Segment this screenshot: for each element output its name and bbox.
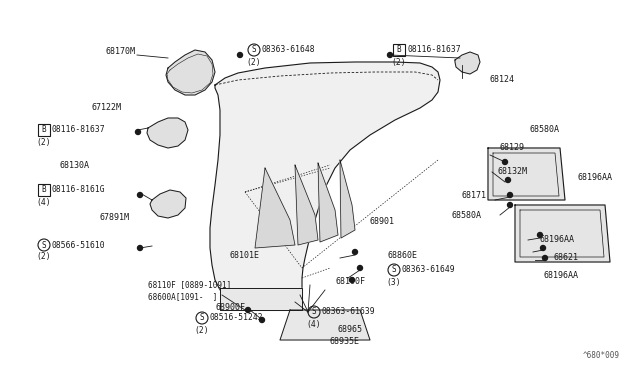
Polygon shape [318, 163, 338, 242]
Circle shape [358, 266, 362, 270]
Circle shape [538, 232, 543, 237]
Polygon shape [166, 50, 215, 95]
Text: S: S [392, 266, 396, 275]
Polygon shape [515, 205, 610, 262]
Circle shape [508, 202, 513, 208]
Polygon shape [340, 160, 355, 238]
Text: (2): (2) [36, 138, 51, 147]
Text: 68171: 68171 [462, 190, 487, 199]
Polygon shape [147, 118, 188, 148]
Circle shape [349, 278, 355, 282]
Text: (2): (2) [392, 58, 406, 67]
Text: S: S [252, 45, 256, 55]
Polygon shape [210, 62, 440, 290]
Text: 68965: 68965 [338, 326, 363, 334]
Text: ^680*009: ^680*009 [583, 351, 620, 360]
Text: (4): (4) [307, 320, 321, 328]
Text: 68132M: 68132M [498, 167, 528, 176]
Text: 08363-61639: 08363-61639 [322, 308, 376, 317]
Text: S: S [42, 241, 46, 250]
Text: 68580A: 68580A [530, 125, 560, 135]
Text: 67122M: 67122M [92, 103, 122, 112]
Polygon shape [455, 52, 480, 74]
Text: (2): (2) [246, 58, 261, 67]
Polygon shape [280, 310, 370, 340]
Text: 68100F: 68100F [335, 278, 365, 286]
Text: B: B [42, 125, 46, 135]
Text: 68935E: 68935E [330, 337, 360, 346]
Circle shape [138, 192, 143, 198]
Text: 68860E: 68860E [388, 250, 418, 260]
Text: 68196AA: 68196AA [577, 173, 612, 183]
Circle shape [502, 160, 508, 164]
Circle shape [138, 246, 143, 250]
Text: 08116-81637: 08116-81637 [52, 125, 106, 135]
Polygon shape [150, 190, 186, 218]
Text: 68621: 68621 [553, 253, 578, 263]
Circle shape [508, 192, 513, 198]
Circle shape [353, 250, 358, 254]
Text: 68129: 68129 [500, 144, 525, 153]
Text: 68170M: 68170M [105, 48, 135, 57]
Text: 68900F: 68900F [215, 304, 245, 312]
Text: 08363-61648: 08363-61648 [262, 45, 316, 55]
Text: 68600A[1091-  ]: 68600A[1091- ] [148, 292, 218, 301]
Polygon shape [295, 165, 318, 245]
Text: (4): (4) [36, 198, 51, 206]
Circle shape [136, 129, 141, 135]
Text: 68196AA: 68196AA [539, 235, 574, 244]
Text: B: B [42, 186, 46, 195]
Text: 68110F [0889-1091]: 68110F [0889-1091] [148, 280, 231, 289]
Text: (2): (2) [195, 326, 209, 334]
Text: 08116-81637: 08116-81637 [407, 45, 461, 55]
Text: (2): (2) [36, 253, 51, 262]
Text: 68130A: 68130A [60, 160, 90, 170]
Polygon shape [488, 148, 565, 200]
Circle shape [387, 52, 392, 58]
Circle shape [259, 317, 264, 323]
Text: 08566-51610: 08566-51610 [52, 241, 106, 250]
Text: 08363-61649: 08363-61649 [402, 266, 456, 275]
Text: 67891M: 67891M [100, 214, 130, 222]
Text: (3): (3) [387, 278, 401, 286]
Polygon shape [220, 288, 302, 310]
Text: S: S [200, 314, 204, 323]
Text: 08516-51242: 08516-51242 [210, 314, 264, 323]
Text: 68580A: 68580A [452, 211, 482, 219]
Circle shape [506, 177, 511, 183]
Text: 68196AA: 68196AA [544, 270, 579, 279]
Text: B: B [397, 45, 401, 55]
Circle shape [246, 308, 250, 312]
Text: 68124: 68124 [490, 76, 515, 84]
Circle shape [541, 246, 545, 250]
Text: 68901: 68901 [370, 218, 395, 227]
Polygon shape [255, 168, 295, 248]
Text: 08116-8161G: 08116-8161G [52, 186, 106, 195]
Circle shape [543, 256, 547, 260]
Circle shape [237, 52, 243, 58]
Text: S: S [312, 308, 316, 317]
Text: 68101E: 68101E [230, 250, 260, 260]
